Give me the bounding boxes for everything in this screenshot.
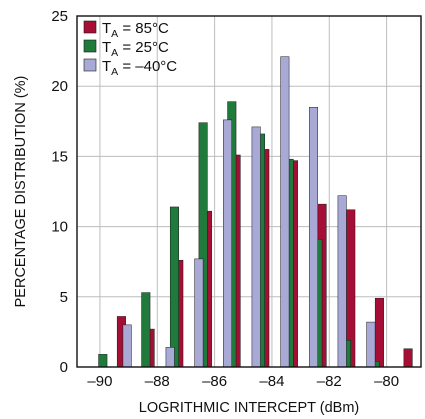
- bar-series-3: [223, 119, 232, 368]
- x-tick-label: –80: [374, 373, 399, 390]
- legend-label: TA = –40°C: [102, 58, 177, 78]
- bar-series-3: [122, 324, 132, 368]
- legend: TA = 85°CTA = 25°CTA = –40°C: [83, 20, 177, 78]
- bar-series-3: [251, 126, 261, 368]
- bar-series-3: [309, 107, 318, 368]
- tick-labels: –90 –88 –86 –84 –82 –80 0 5 10 15 20 25: [51, 8, 399, 390]
- y-tick-label: 15: [51, 148, 68, 165]
- x-tick-label: –86: [202, 373, 227, 390]
- y-tick-label: 5: [60, 289, 68, 306]
- bar-series-2: [98, 354, 108, 368]
- bar-series-3: [194, 258, 204, 368]
- legend-swatch: [83, 20, 97, 34]
- bar-series-1: [374, 297, 384, 368]
- x-tick-label: –84: [259, 373, 284, 390]
- bar-series-2: [169, 206, 179, 368]
- x-tick-label: –82: [317, 373, 342, 390]
- y-tick-label: 0: [60, 359, 68, 376]
- bar-series-3: [165, 347, 175, 368]
- plot-frame: [76, 15, 422, 368]
- bars: [98, 56, 413, 368]
- y-tick-label: 20: [51, 78, 68, 95]
- bar-series-1: [403, 348, 413, 368]
- x-tick-label: –90: [87, 373, 112, 390]
- x-tick-label: –88: [145, 373, 170, 390]
- y-axis-label: PERCENTAGE DISTRIBUTION (%): [13, 76, 29, 308]
- legend-label: TA = 85°C: [102, 20, 169, 40]
- bar-series-3: [337, 195, 347, 368]
- legend-swatch: [83, 39, 97, 53]
- bar-series-3: [366, 321, 376, 368]
- bar-series-2: [141, 292, 151, 368]
- bar-series-3: [280, 56, 290, 368]
- x-axis-label: LOGRITHMIC INTERCEPT (dBm): [139, 400, 359, 416]
- legend-label: TA = 25°C: [102, 39, 169, 59]
- legend-swatch: [83, 58, 97, 72]
- y-tick-label: 25: [51, 8, 68, 25]
- y-tick-label: 10: [51, 219, 68, 236]
